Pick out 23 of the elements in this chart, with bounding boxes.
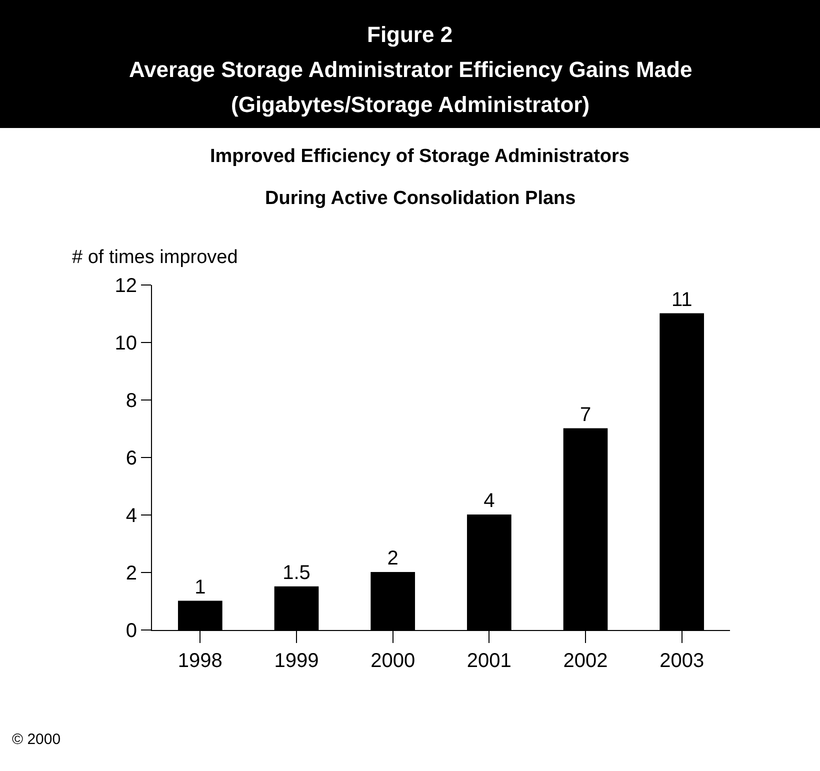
data-label: 1	[194, 576, 206, 598]
x-tick-label: 1999	[274, 650, 319, 672]
data-label: 11	[671, 288, 692, 311]
x-tick-label: 2000	[370, 650, 416, 672]
y-axis-title: # of times improved	[72, 247, 238, 268]
x-tick-label: 2001	[466, 650, 512, 672]
data-label: 2	[387, 548, 398, 570]
data-label: 1.5	[282, 562, 310, 584]
data-label: 7	[580, 404, 592, 426]
chart-subtitle: Improved Efficiency of Storage Administrators During Active Consolidation Plans	[210, 146, 630, 209]
text: © 2000	[12, 731, 61, 748]
y-tick-label: 12	[114, 275, 137, 297]
data-label: 4	[484, 490, 495, 512]
y-tick-label: 0	[126, 620, 137, 642]
y-tick-label: 8	[126, 390, 137, 412]
x-tick-label: 2003	[660, 650, 704, 672]
y-tick-label: 6	[126, 448, 137, 470]
y-tick-label: 10	[114, 332, 137, 354]
x-tick-label: 2002	[563, 650, 608, 672]
chart-title: Figure 2 Average Storage Administrator Efficiency Gains Made (Gigabytes/Storage Administrator)	[129, 22, 692, 117]
y-tick-label: 2	[126, 562, 137, 584]
x-tick-label: 1998	[178, 650, 222, 672]
y-tick-label: 4	[126, 505, 137, 527]
